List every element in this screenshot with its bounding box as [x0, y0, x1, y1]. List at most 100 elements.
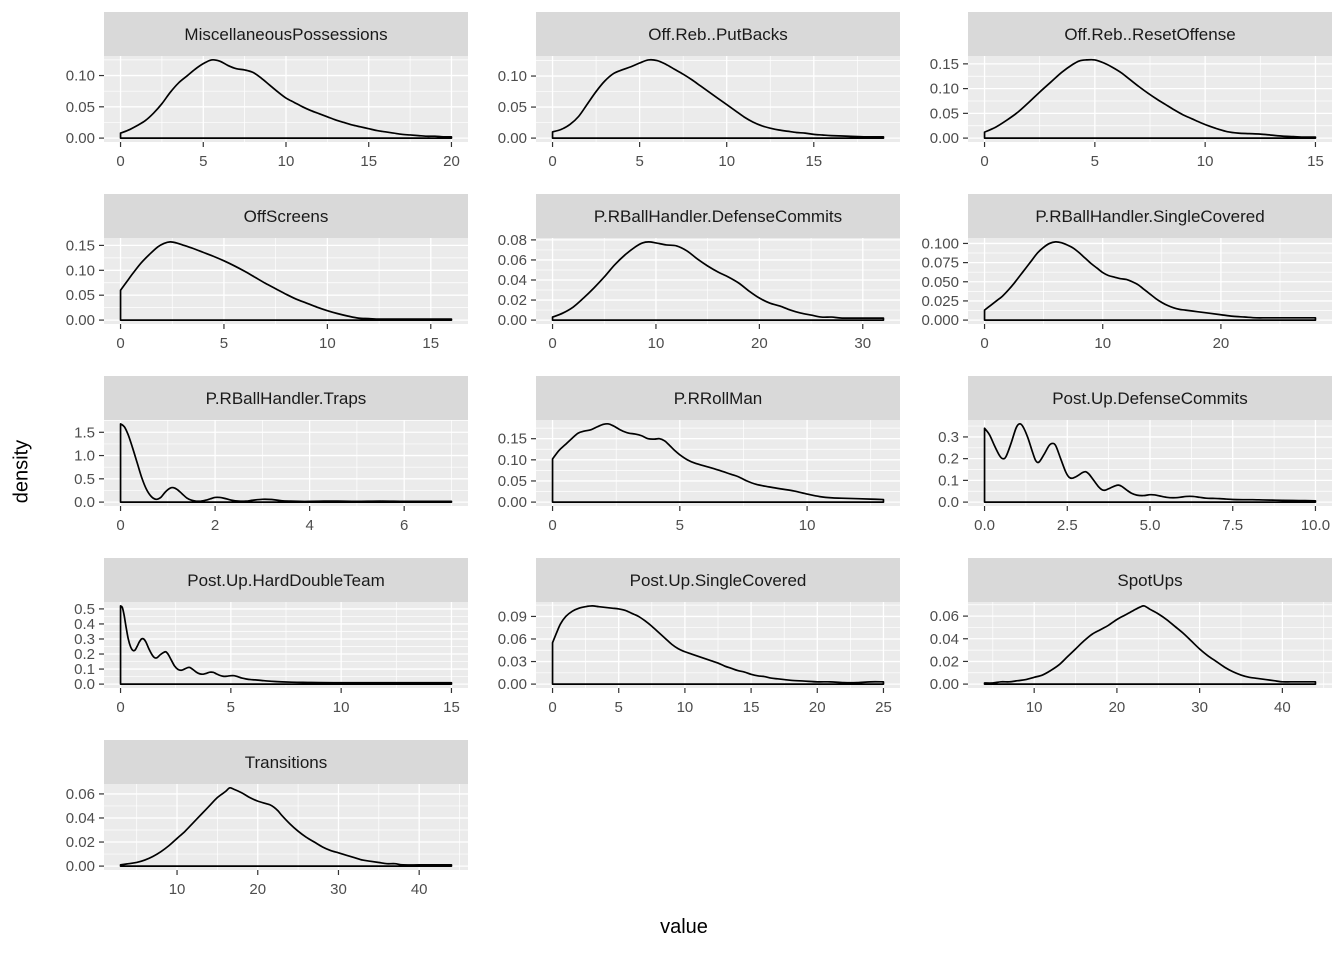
y-tick-label: 0.04 [66, 810, 95, 827]
y-tick-label: 0.1 [74, 661, 95, 678]
facet-strip [968, 558, 1332, 602]
x-tick-label: 15 [360, 153, 377, 170]
facet-title: Post.Up.SingleCovered [630, 571, 807, 590]
density-curve [119, 423, 453, 503]
x-tick-label: 0 [116, 153, 124, 170]
y-tick-label: 0.04 [498, 272, 527, 289]
x-tick-label: 5 [220, 335, 228, 352]
facet-title: Transitions [245, 753, 328, 772]
facet-panel: Post.Up.SingleCovered 0 5 10 15 20 25 0.00 0.03 0… [498, 558, 900, 716]
x-tick-label: 0.0 [974, 517, 995, 534]
y-tick-label: 0.00 [498, 494, 527, 511]
x-tick-label: 10 [333, 699, 350, 716]
x-tick-label: 0 [548, 699, 556, 716]
x-tick-label: 0 [116, 335, 124, 352]
density-curve [551, 241, 885, 321]
y-tick-label: 0.075 [921, 255, 959, 272]
density-curve [551, 605, 885, 685]
panel-background [968, 602, 1332, 688]
y-axis-title: density [10, 439, 33, 504]
x-tick-label: 15 [805, 153, 822, 170]
facet-panel: P.RBallHandler.SingleCovered 0 10 20 0.000 0.… [921, 194, 1332, 352]
y-tick-label: 0.05 [498, 473, 527, 490]
y-tick-label: 0.00 [498, 130, 527, 147]
y-tick-label: 0.10 [498, 68, 527, 85]
y-tick-label: 0.2 [74, 646, 95, 663]
density-curve [983, 604, 1317, 685]
facet-panel: P.RBallHandler.DefenseCommits 0 10 20 30 0.00… [498, 194, 900, 352]
y-tick-label: 0.00 [498, 676, 527, 693]
x-tick-label: 30 [330, 881, 347, 898]
x-tick-label: 2.5 [1057, 517, 1078, 534]
x-tick-label: 30 [854, 335, 871, 352]
y-tick-label: 0.5 [74, 601, 95, 618]
density-curve [119, 241, 453, 321]
facet-title: MiscellaneousPossessions [184, 25, 387, 44]
x-tick-label: 4 [305, 517, 313, 534]
y-tick-label: 0.02 [930, 653, 959, 670]
facet-title: P.RBallHandler.Traps [206, 389, 367, 408]
y-tick-label: 0.02 [66, 834, 95, 851]
facet-title: SpotUps [1117, 571, 1182, 590]
facet-strip [104, 194, 468, 238]
x-tick-label: 0 [116, 517, 124, 534]
facet-strip [536, 376, 900, 420]
x-tick-label: 20 [443, 153, 460, 170]
y-tick-label: 0.15 [66, 237, 95, 254]
x-tick-label: 15 [1307, 153, 1324, 170]
x-tick-label: 0 [548, 517, 556, 534]
y-tick-label: 0.06 [66, 786, 95, 803]
x-tick-label: 10 [677, 699, 694, 716]
x-tick-label: 15 [443, 699, 460, 716]
facet-panel: SpotUps 10 20 30 40 0.00 0.02 0.04 0.06 [930, 558, 1332, 716]
x-tick-label: 10.0 [1301, 517, 1330, 534]
x-tick-label: 5 [227, 699, 235, 716]
x-tick-label: 20 [1213, 335, 1230, 352]
facet-panel: P.RRollMan 0 5 10 0.00 0.05 0.10 0.15 [498, 376, 900, 534]
density-curve [983, 422, 1317, 503]
facet-strip [536, 12, 900, 56]
facet-title: Post.Up.DefenseCommits [1052, 389, 1248, 408]
facet-strip [968, 12, 1332, 56]
facet-panel: Off.Reb..PutBacks 0 5 10 15 0.00 0.05 0.10 [498, 12, 900, 170]
density-curve [551, 58, 885, 139]
x-tick-label: 15 [422, 335, 439, 352]
y-tick-label: 0.15 [930, 56, 959, 73]
facet-strip [104, 558, 468, 602]
x-tick-label: 10 [799, 517, 816, 534]
y-tick-label: 0.10 [66, 68, 95, 85]
x-tick-label: 10 [319, 335, 336, 352]
y-tick-label: 0.0 [938, 494, 959, 511]
density-curve [119, 58, 453, 139]
facet-panel: Transitions 10 20 30 40 0.00 0.02 0.04 0.06 [66, 740, 468, 898]
facet-strip [968, 194, 1332, 238]
x-tick-label: 40 [411, 881, 428, 898]
y-tick-label: 0.15 [498, 431, 527, 448]
y-tick-label: 0.05 [66, 99, 95, 116]
panel-background [968, 238, 1332, 324]
facet-panel: OffScreens 0 5 10 15 0.00 0.05 0.10 0.15 [66, 194, 468, 352]
facet-strip [968, 376, 1332, 420]
facet-strip [536, 558, 900, 602]
y-tick-label: 0.10 [66, 262, 95, 279]
density-curve [983, 58, 1317, 139]
x-tick-label: 0 [980, 153, 988, 170]
facet-strip [536, 194, 900, 238]
panel-background [104, 784, 468, 870]
density-curve [551, 422, 885, 503]
y-tick-label: 0.0 [74, 676, 95, 693]
x-tick-label: 5.0 [1140, 517, 1161, 534]
x-tick-label: 10 [1026, 699, 1043, 716]
x-tick-label: 20 [249, 881, 266, 898]
y-tick-label: 0.10 [930, 81, 959, 98]
y-tick-label: 0.05 [498, 99, 527, 116]
x-tick-label: 5 [635, 153, 643, 170]
facet-panel: Post.Up.HardDoubleTeam 0 5 10 15 0.00.10.20.3… [74, 558, 468, 716]
facet-title: Off.Reb..ResetOffense [1064, 25, 1235, 44]
y-tick-label: 0.00 [66, 312, 95, 329]
y-tick-label: 0.2 [938, 451, 959, 468]
x-tick-label: 10 [278, 153, 295, 170]
facet-strip [104, 376, 468, 420]
facet-panel: MiscellaneousPossessions 0 5 10 15 20 0.00 0.05… [66, 12, 468, 170]
